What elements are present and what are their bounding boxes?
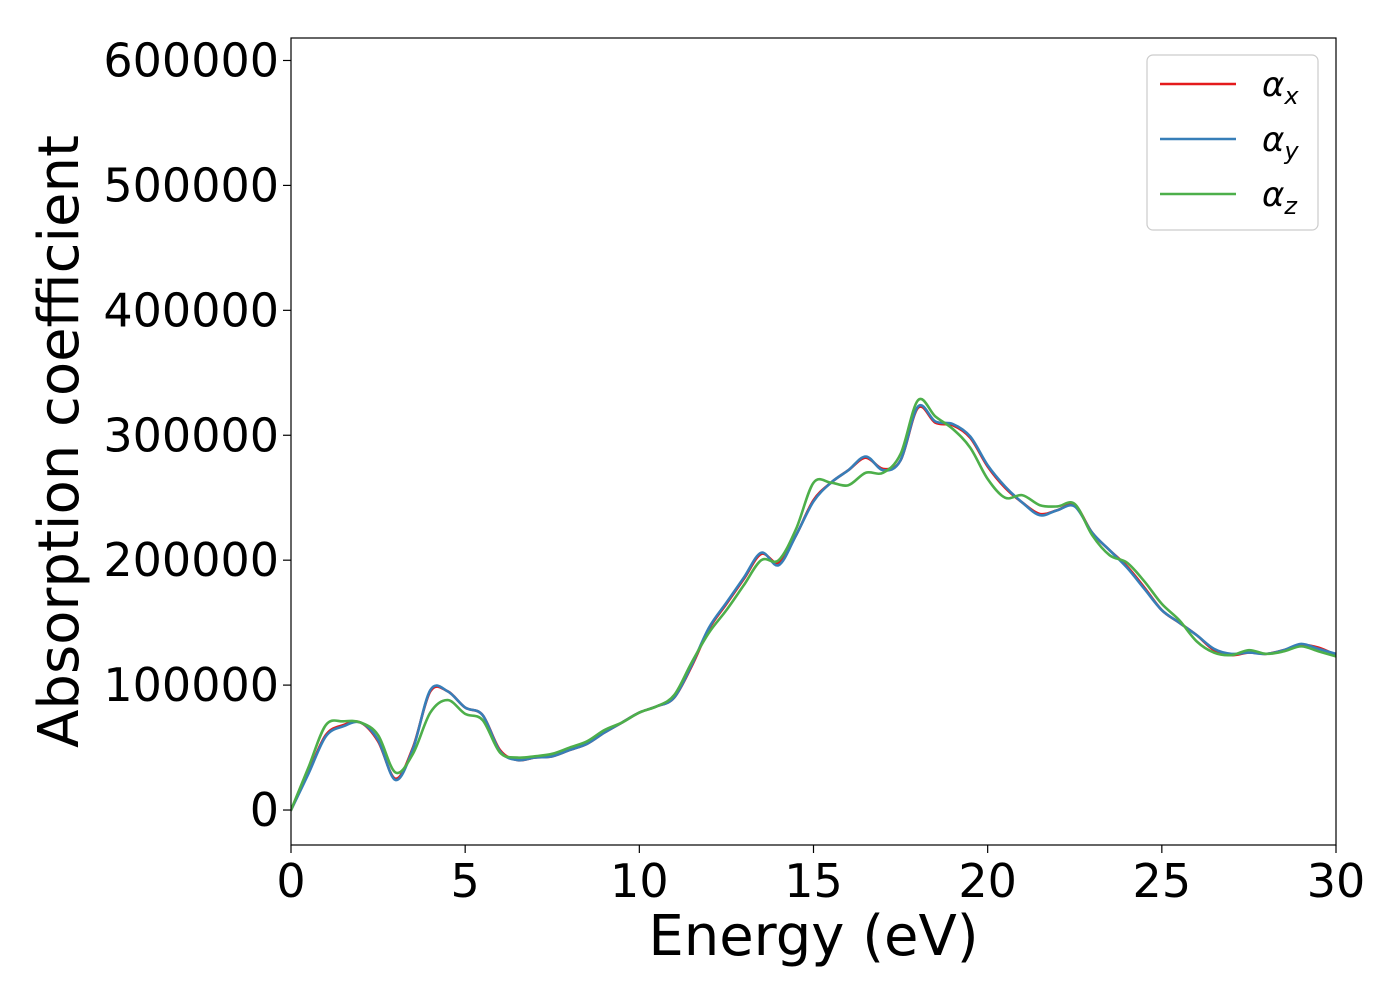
legend-item-z: αz <box>1160 175 1298 220</box>
legend-label-base: α <box>1262 120 1284 160</box>
x-tick-label: 30 <box>1307 854 1366 908</box>
y-tick-label: 500000 <box>103 158 279 212</box>
legend-label: αx <box>1262 65 1299 110</box>
x-tick-label: 10 <box>610 854 669 908</box>
x-tick-label: 5 <box>451 854 480 908</box>
x-tick-label: 0 <box>276 854 305 908</box>
legend-label-base: α <box>1262 65 1284 105</box>
series-line-y <box>291 403 1336 812</box>
x-tick-label: 15 <box>784 854 843 908</box>
series-line-z <box>291 397 1336 812</box>
legend-label-sub: z <box>1283 192 1298 220</box>
y-tick-label: 600000 <box>103 33 279 87</box>
plot-frame <box>290 37 1337 846</box>
y-tick-label: 400000 <box>103 283 279 337</box>
y-tick-label: 100000 <box>103 658 279 712</box>
series-line-x <box>291 405 1336 812</box>
legend-item-y: αy <box>1160 120 1299 165</box>
legend-label: αz <box>1262 175 1298 220</box>
legend-label: αy <box>1262 120 1299 165</box>
x-axis-ticks: 0 5 10 15 20 25 30 <box>276 845 1365 908</box>
legend-box <box>1146 54 1319 231</box>
x-axis-title: Energy (eV) <box>648 904 978 969</box>
legend-item-x: αx <box>1160 65 1299 110</box>
y-axis-title: Absorption coefficient <box>27 135 92 748</box>
x-tick-label: 25 <box>1133 854 1192 908</box>
legend-label-base: α <box>1262 175 1284 215</box>
y-tick-label: 300000 <box>103 408 279 462</box>
legend-label-sub: x <box>1283 82 1299 110</box>
legend-label-sub: y <box>1283 137 1299 165</box>
y-axis-ticks: 0 100000 200000 300000 400000 500000 600000 <box>103 33 291 837</box>
x-tick-label: 20 <box>958 854 1017 908</box>
y-tick-label: 200000 <box>103 533 279 587</box>
series-layer <box>291 397 1336 812</box>
y-tick-label: 0 <box>250 783 279 837</box>
